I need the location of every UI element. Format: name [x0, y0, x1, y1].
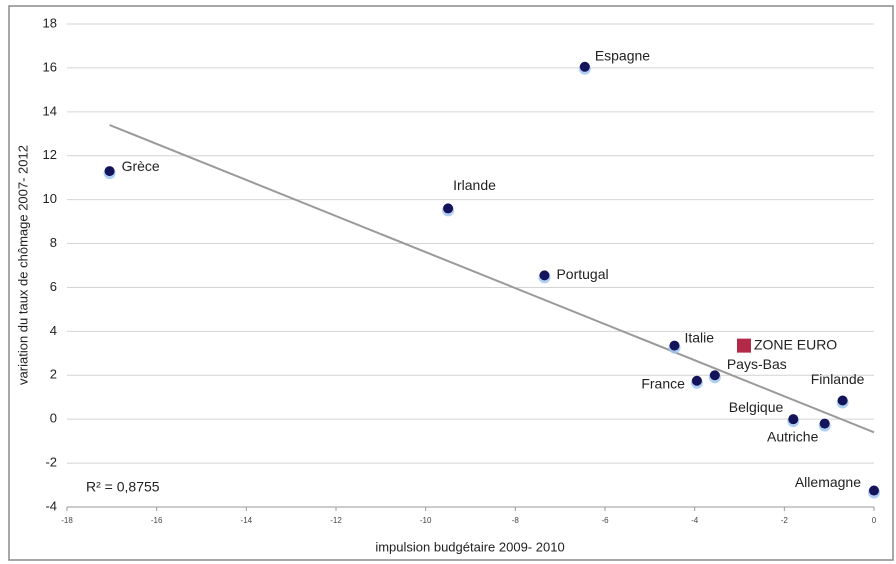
point — [709, 370, 720, 381]
x-axis-title: impulsion budgétaire 2009- 2010 — [375, 539, 564, 554]
y-tick-label: -2 — [45, 455, 57, 470]
x-tick-label: 0 — [872, 516, 877, 525]
point — [819, 418, 830, 429]
point-label: Italie — [684, 329, 714, 345]
y-tick-label: 0 — [50, 411, 57, 426]
trend-line — [109, 124, 875, 434]
x-tick-label: -16 — [151, 516, 163, 525]
point — [104, 166, 115, 177]
point-label: Espagne — [595, 48, 650, 64]
x-tick-label: -12 — [330, 516, 342, 525]
point-label: Belgique — [729, 399, 784, 415]
r2-annotation: R² = 0,8755 — [86, 479, 160, 495]
point — [788, 414, 799, 425]
point-label: Grèce — [122, 158, 160, 174]
y-tick-label: 2 — [50, 367, 57, 382]
highlight-point — [736, 338, 751, 353]
x-tick-label: -18 — [61, 516, 73, 525]
point-label: France — [641, 375, 685, 391]
x-tick-label: -6 — [601, 516, 609, 525]
point-label: Autriche — [767, 428, 819, 444]
point — [691, 375, 702, 386]
point — [669, 340, 680, 351]
y-tick-label: 16 — [43, 59, 57, 74]
point-label: Finlande — [811, 371, 865, 387]
y-tick-label: 18 — [43, 15, 57, 30]
point — [869, 485, 879, 496]
y-tick-label: 10 — [43, 191, 57, 206]
point — [443, 203, 454, 214]
y-tick-label: 4 — [50, 323, 57, 338]
y-tick-label: -4 — [45, 498, 57, 513]
point-label: Allemagne — [795, 474, 861, 490]
highlight-label: ZONE EURO — [754, 336, 837, 352]
x-tick-label: -8 — [512, 516, 520, 525]
point — [837, 395, 848, 406]
x-tick-label: -2 — [781, 516, 789, 525]
y-tick-label: 12 — [43, 147, 57, 162]
point-label: Irlande — [453, 177, 496, 193]
point-label: Pays-Bas — [727, 356, 787, 372]
y-tick-label: 14 — [43, 103, 57, 118]
x-tick-label: -10 — [420, 516, 432, 525]
y-axis-title: variation du taux de chômage 2007- 2012 — [15, 145, 30, 385]
x-tick-label: -4 — [691, 516, 699, 525]
y-tick-label: 8 — [50, 235, 57, 250]
y-tick-label: 6 — [50, 279, 57, 294]
x-tick-label: -14 — [241, 516, 253, 525]
point — [539, 270, 550, 281]
chart-frame — [8, 5, 894, 561]
point-label: Portugal — [556, 266, 608, 282]
point — [579, 61, 590, 72]
